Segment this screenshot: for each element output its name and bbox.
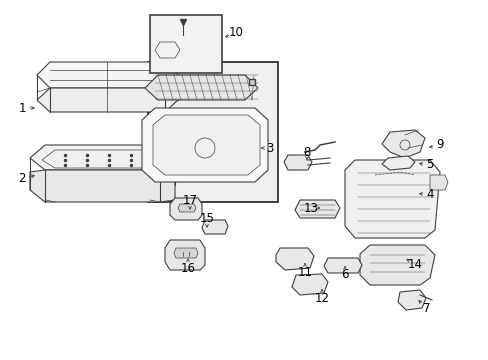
Text: 11: 11 <box>297 266 312 279</box>
Polygon shape <box>174 248 198 258</box>
Text: 14: 14 <box>407 258 422 271</box>
Polygon shape <box>294 200 339 218</box>
Text: 4: 4 <box>426 189 433 202</box>
Polygon shape <box>284 155 311 170</box>
Polygon shape <box>142 108 267 182</box>
Polygon shape <box>381 130 424 158</box>
Text: 16: 16 <box>180 261 195 274</box>
Polygon shape <box>381 156 414 170</box>
Text: 17: 17 <box>182 194 197 207</box>
Polygon shape <box>37 62 178 88</box>
Polygon shape <box>429 175 447 190</box>
Polygon shape <box>178 204 196 212</box>
Polygon shape <box>170 198 202 220</box>
Polygon shape <box>30 170 175 202</box>
Text: 2: 2 <box>18 171 26 184</box>
Polygon shape <box>324 258 361 273</box>
Polygon shape <box>30 145 175 170</box>
Text: 6: 6 <box>341 269 348 282</box>
Polygon shape <box>291 274 327 295</box>
Bar <box>148 62 278 202</box>
Polygon shape <box>153 115 260 175</box>
Polygon shape <box>345 160 439 238</box>
Polygon shape <box>359 245 434 285</box>
Polygon shape <box>37 88 178 112</box>
Text: 9: 9 <box>435 139 443 152</box>
Text: 15: 15 <box>199 211 214 225</box>
Text: 10: 10 <box>228 27 243 40</box>
Polygon shape <box>397 290 425 310</box>
Text: 8: 8 <box>303 145 310 158</box>
Text: 7: 7 <box>423 302 430 315</box>
Text: 12: 12 <box>314 292 329 305</box>
Text: 5: 5 <box>426 158 433 171</box>
Polygon shape <box>164 240 204 270</box>
Text: 1: 1 <box>18 102 26 114</box>
Bar <box>150 15 222 73</box>
Text: 13: 13 <box>303 202 318 215</box>
Polygon shape <box>275 248 313 270</box>
Text: 3: 3 <box>266 141 273 154</box>
Polygon shape <box>202 220 227 234</box>
Polygon shape <box>145 75 258 100</box>
